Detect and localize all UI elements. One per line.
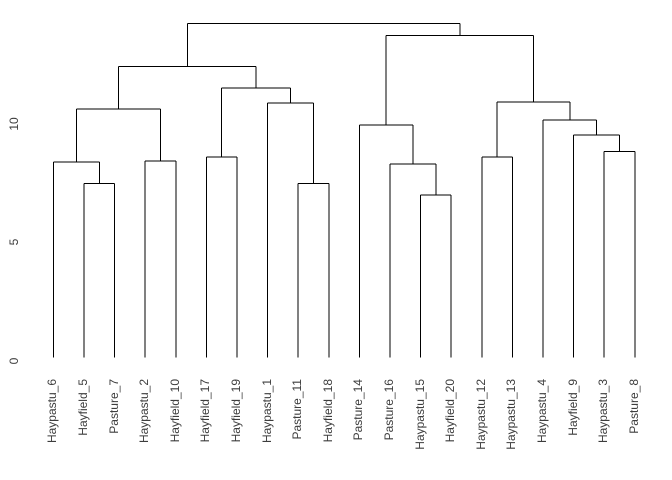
leaf-label-text: Pasture_8 — [626, 379, 641, 434]
leaf-label-text: Pasture_14 — [351, 379, 366, 441]
y-axis-tick-text: 0 — [7, 357, 21, 364]
leaf-label-text: Hayfield_5 — [76, 379, 90, 436]
leaf-label-text: Haypastu_1 — [259, 379, 274, 444]
y-axis-tick-text: 10 — [7, 116, 21, 131]
leaf-label-text: Hayfield_19 — [229, 379, 243, 443]
leaf-label-text: Haypastu_4 — [535, 379, 549, 444]
leaf-label-text: Haypastu_6 — [45, 379, 60, 444]
leaf-label-text: Pasture_7 — [106, 379, 121, 434]
leaf-label-text: Hayfield_9 — [565, 379, 580, 436]
leaf-label-text: Haypastu_3 — [596, 379, 611, 444]
leaf-label-text: Pasture_11 — [290, 379, 305, 440]
leaf-label-text: Hayfield_17 — [198, 379, 213, 443]
y-axis-tick-text: 5 — [7, 238, 21, 246]
leaf-label-text: Haypastu_2 — [137, 379, 152, 444]
leaf-label-text: Hayfield_20 — [443, 379, 458, 443]
leaf-label-text: Haypastu_15 — [412, 379, 427, 450]
leaf-label-text: Haypastu_12 — [473, 379, 488, 450]
leaf-label-text: Haypastu_13 — [504, 379, 519, 450]
leaf-label-text: Hayfield_10 — [167, 379, 182, 443]
leaf-label-text: Hayfield_18 — [320, 379, 335, 443]
dendrogram-branches — [52, 22, 636, 358]
leaf-label-text: Pasture_16 — [382, 379, 396, 441]
